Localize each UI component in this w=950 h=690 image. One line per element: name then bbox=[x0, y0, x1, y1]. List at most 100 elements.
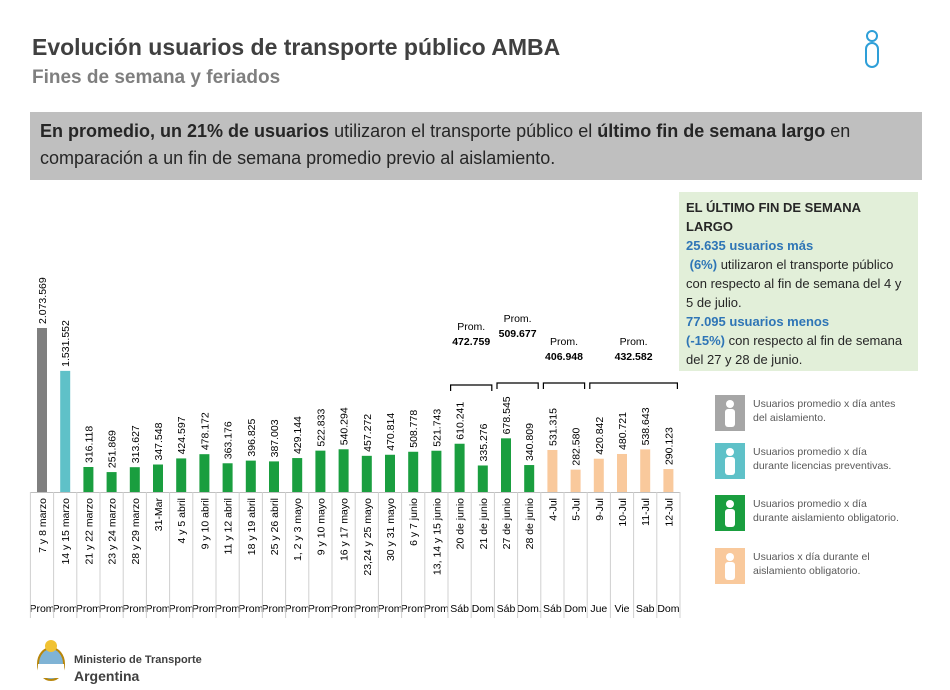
category-label: 12-Jul bbox=[663, 498, 675, 527]
value-label: 396.825 bbox=[246, 418, 258, 456]
bar bbox=[338, 449, 349, 492]
legend-label: Usuarios promedio x día antes del aislam… bbox=[753, 398, 896, 424]
swatch-icon bbox=[726, 400, 734, 408]
category-label: 23,24 y 25 mayo bbox=[362, 498, 374, 576]
bar bbox=[477, 465, 488, 492]
headline-text: en comparación a un fin de semana promed… bbox=[40, 121, 851, 168]
day-label: Prom bbox=[308, 603, 333, 615]
category-label: 5-Jul bbox=[571, 498, 583, 521]
info-text: utilizaron el transporte público con res… bbox=[686, 257, 902, 310]
day-label: Sab bbox=[636, 603, 655, 615]
info-highlight: 77.095 usuarios menos bbox=[686, 314, 830, 329]
footer-ministry: Ministerio de Transporte bbox=[74, 654, 202, 666]
bar bbox=[501, 438, 511, 492]
value-label: 424.597 bbox=[176, 416, 188, 454]
legend-label: Usuarios promedio x día durante aislamie… bbox=[753, 498, 899, 524]
headline-bold: último fin de semana largo bbox=[597, 121, 826, 141]
legend-item: Usuarios x día durante el aislamiento ob… bbox=[715, 548, 915, 588]
bar bbox=[245, 460, 256, 492]
value-label: 522.833 bbox=[315, 409, 327, 447]
day-label: Prom bbox=[76, 603, 101, 615]
bar bbox=[570, 469, 581, 492]
category-label: 11-Jul bbox=[640, 498, 652, 526]
info-text: (6%) utilizaron el transporte público co… bbox=[686, 255, 911, 312]
category-label: 11 y 12 abril bbox=[223, 498, 235, 554]
annotation-label: Prom. bbox=[620, 336, 648, 348]
bar bbox=[222, 463, 233, 492]
category-label: 6 y 7 junio bbox=[408, 498, 420, 546]
bracket bbox=[496, 382, 539, 389]
value-label: 290.123 bbox=[663, 427, 675, 465]
bar bbox=[37, 328, 47, 492]
annotation-label: Prom. bbox=[504, 313, 532, 325]
day-label: Prom bbox=[331, 603, 356, 615]
swatch-icon bbox=[725, 409, 735, 427]
bracket bbox=[450, 384, 493, 391]
category-label: 18 y 19 abril bbox=[246, 498, 258, 555]
category-label: 21 y 22 marzo bbox=[83, 498, 95, 565]
bar bbox=[176, 458, 187, 492]
day-label: Prom bbox=[169, 603, 194, 615]
legend-item: Usuarios promedio x día durante licencia… bbox=[715, 443, 915, 483]
value-label: 387.003 bbox=[269, 419, 281, 457]
value-label: 610.241 bbox=[455, 402, 467, 440]
day-label: Prom bbox=[261, 603, 286, 615]
swatch-icon bbox=[725, 457, 735, 475]
category-label: 7 y 8 marzo bbox=[37, 498, 49, 553]
bar bbox=[385, 454, 395, 492]
bar bbox=[617, 453, 627, 492]
bar bbox=[60, 370, 71, 492]
annotation-value: 406.948 bbox=[545, 351, 583, 363]
headline-text: utilizaron el transporte público el bbox=[329, 121, 598, 141]
value-label: 478.172 bbox=[199, 412, 211, 450]
day-label: Jue bbox=[590, 603, 607, 615]
day-label: Prom bbox=[215, 603, 240, 615]
annotation-value: 432.582 bbox=[615, 351, 653, 363]
bar bbox=[547, 449, 558, 492]
value-label: 480.721 bbox=[617, 412, 629, 450]
value-label: 347.548 bbox=[153, 422, 165, 460]
day-label: Prom bbox=[192, 603, 217, 615]
value-label: 531.315 bbox=[547, 408, 559, 446]
info-text: (-15%) con respecto al fin de semana del… bbox=[686, 331, 911, 369]
category-label: 4-Jul bbox=[547, 498, 559, 521]
day-label: Prom bbox=[53, 603, 78, 615]
day-label: Prom bbox=[424, 603, 449, 615]
category-label: 21 de junio bbox=[478, 498, 490, 550]
day-label: Dom bbox=[565, 603, 587, 615]
day-label: Vie bbox=[615, 603, 630, 615]
info-highlight: 25.635 usuarios más bbox=[686, 238, 814, 253]
headline-bold: En promedio, un 21% de usuarios bbox=[40, 121, 330, 141]
bar bbox=[199, 454, 210, 492]
bar bbox=[663, 469, 674, 492]
legend-label: Usuarios promedio x día durante licencia… bbox=[753, 446, 892, 472]
day-label: Dom. bbox=[517, 603, 542, 615]
chart: 2.073.569 7 y 8 marzo Prom 1.531.552 14 y 15… bbox=[29, 277, 681, 618]
value-label: 538.643 bbox=[640, 407, 652, 445]
value-label: 457.272 bbox=[362, 414, 374, 452]
category-label: 28 y 29 marzo bbox=[130, 498, 142, 565]
bar bbox=[640, 449, 651, 492]
info-title: EL ÚLTIMO FIN DE SEMANA LARGO bbox=[686, 200, 861, 234]
day-label: Dom bbox=[472, 603, 494, 615]
day-label: Prom bbox=[238, 603, 263, 615]
bar bbox=[315, 450, 326, 492]
value-label: 340.809 bbox=[524, 423, 536, 461]
bar bbox=[292, 458, 303, 492]
bar bbox=[454, 443, 465, 492]
value-label: 316.118 bbox=[83, 426, 95, 463]
category-label: 9 y 10 mayo bbox=[315, 498, 327, 555]
annotation-label: Prom. bbox=[550, 336, 578, 348]
annotation-label: Prom. bbox=[457, 321, 485, 333]
value-label: 1.531.552 bbox=[60, 320, 72, 367]
category-label: 25 y 26 abril bbox=[269, 498, 281, 555]
category-label: 20 de junio bbox=[455, 498, 467, 550]
category-label: 28 de junio bbox=[524, 498, 536, 550]
swatch-icon bbox=[726, 553, 734, 561]
day-label: Prom bbox=[377, 603, 402, 615]
category-label: 14 y 15 marzo bbox=[60, 498, 72, 565]
swatch-icon bbox=[725, 562, 735, 580]
value-label: 251.869 bbox=[107, 430, 119, 468]
category-label: 23 y 24 marzo bbox=[107, 498, 119, 565]
